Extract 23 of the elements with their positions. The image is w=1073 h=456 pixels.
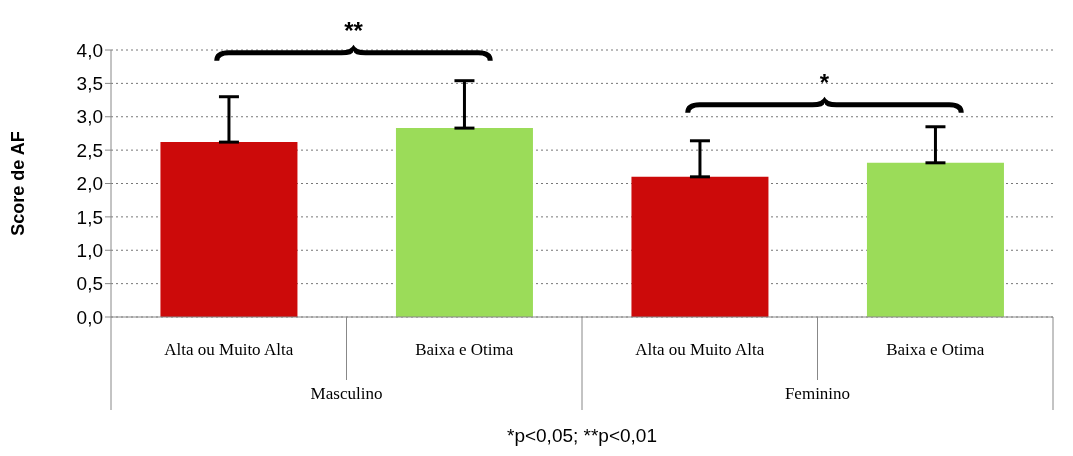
- x-tick-label: Alta ou Muito Alta: [164, 340, 294, 360]
- y-tick-label: 3,5: [76, 73, 103, 95]
- y-tick-label: 0,0: [76, 306, 103, 328]
- text: Masculino: [310, 384, 383, 403]
- y-axis-title: Score de AF: [8, 131, 29, 236]
- y-tick-label: 0,5: [76, 273, 103, 295]
- text: **: [344, 16, 364, 44]
- y-tick-label: 2,5: [76, 139, 103, 161]
- x-tick-label: Alta ou Muito Alta: [635, 340, 765, 360]
- bar: [866, 162, 1004, 317]
- bar: [631, 176, 769, 317]
- y-tick-label: 1,0: [76, 239, 103, 261]
- text: Feminino: [784, 384, 851, 403]
- y-tick-label: 2,0: [76, 173, 103, 195]
- x-tick-label: Baixa e Otima: [886, 340, 985, 360]
- annotation: *: [819, 68, 830, 96]
- bar: [160, 142, 298, 317]
- y-tick-label: 3,0: [76, 106, 103, 128]
- x-tick-label: Baixa e Otima: [415, 340, 514, 360]
- y-tick-label: 4,0: [76, 39, 103, 61]
- text: *p<0,05; **p<0,01: [506, 425, 658, 446]
- y-tick-label: 1,5: [76, 206, 103, 228]
- bar: [395, 128, 533, 317]
